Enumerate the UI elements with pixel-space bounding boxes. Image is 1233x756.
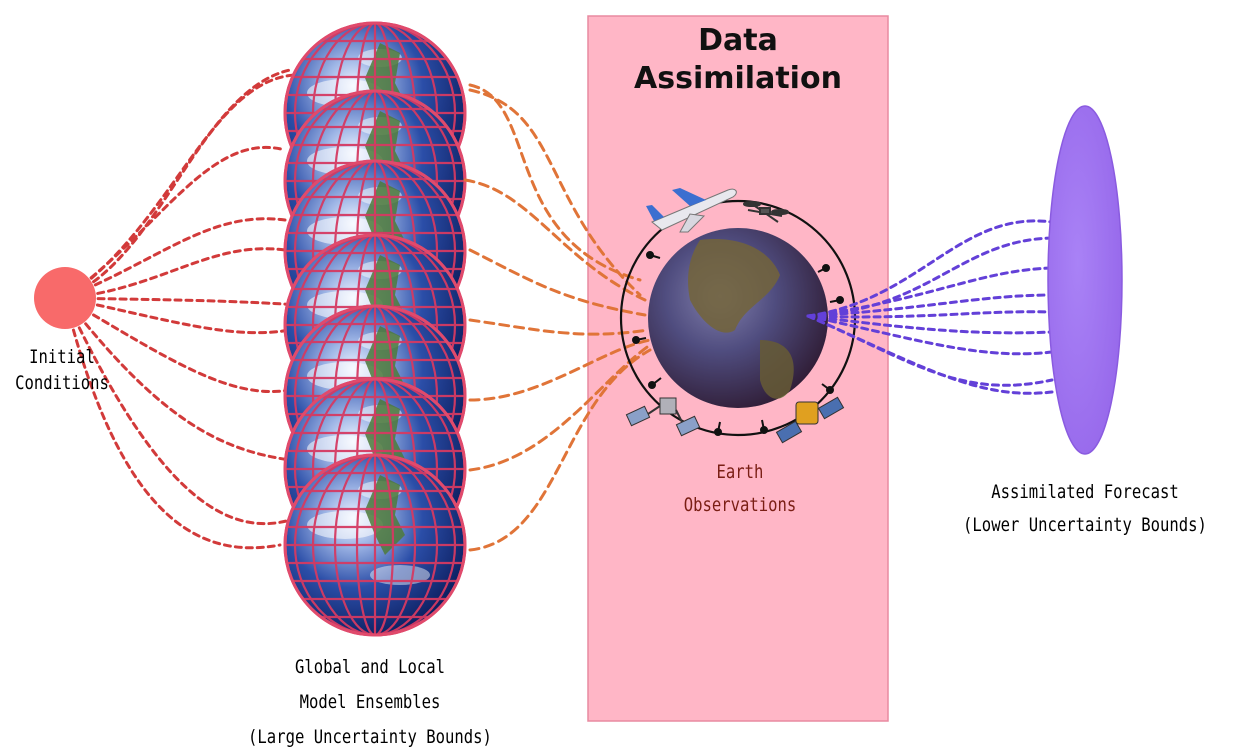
assimilated-forecast-label: Assimilated Forecast (Lower Uncertainty …	[950, 476, 1221, 542]
initial-conditions-label: Initial Conditions	[11, 344, 113, 396]
data-assimilation-title-line2: Assimilation	[588, 60, 888, 98]
earth-observations-line2: Observations	[670, 489, 809, 522]
data-assimilation-title-line1: Data	[588, 22, 888, 60]
assimilated-forecast-line1: Assimilated Forecast	[950, 476, 1221, 509]
assimilated-forecast-oval	[1048, 106, 1122, 454]
model-ensembles-line3: (Large Uncertainty Bounds)	[235, 720, 506, 755]
initial-to-models-connectors	[65, 70, 300, 548]
earth-globe-grid-icon	[285, 455, 465, 635]
model-ensembles-line2: Model Ensembles	[235, 685, 506, 720]
initial-conditions-line1: Initial	[11, 344, 113, 370]
model-ensembles	[285, 23, 465, 635]
earth-observations-label: Earth Observations	[670, 456, 809, 522]
initial-conditions-circle	[34, 267, 96, 329]
model-ensembles-line1: Global and Local	[235, 650, 506, 685]
earth-observations-line1: Earth	[670, 456, 809, 489]
assimilated-forecast-line2: (Lower Uncertainty Bounds)	[950, 509, 1221, 542]
initial-conditions-line2: Conditions	[11, 370, 113, 396]
data-assimilation-title: Data Assimilation	[588, 22, 888, 98]
model-ensembles-label: Global and Local Model Ensembles (Large …	[235, 650, 506, 755]
